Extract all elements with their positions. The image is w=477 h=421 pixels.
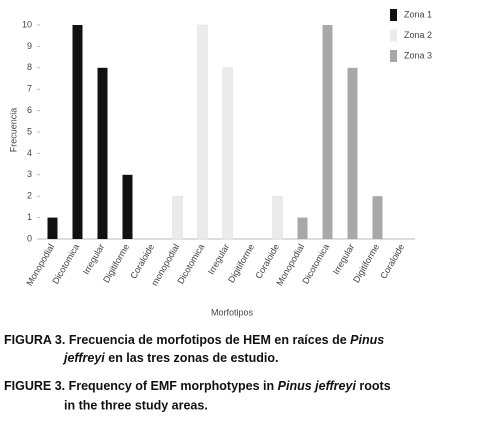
- legend-swatch: [390, 50, 397, 62]
- y-tick-label: 9: [27, 41, 32, 51]
- caption-text: Pinus: [350, 333, 384, 347]
- y-tick-label: 4: [27, 148, 32, 158]
- y-tick-label: 0: [27, 233, 32, 243]
- y-tick-label: 10: [22, 19, 32, 29]
- caption-en-2: in the three study areas.: [64, 398, 208, 412]
- caption-es: FIGURA 3. Frecuencia de morfotipos de HE…: [4, 333, 384, 347]
- x-tick-label: Coraloide: [378, 242, 406, 280]
- x-tick-label: Irregular: [81, 242, 106, 276]
- caption-en: FIGURE 3. Frequency of EMF morphotypes i…: [4, 379, 391, 393]
- y-tick-label: 2: [27, 191, 32, 201]
- bar: [72, 25, 83, 239]
- x-axis-label: Morfotipos: [211, 307, 254, 317]
- caption-text: jeffreyi: [62, 351, 105, 365]
- caption-text: Pinus jeffreyi: [278, 379, 357, 393]
- legend-swatch: [390, 29, 397, 42]
- bar: [97, 67, 108, 239]
- x-tick-label: Coraloide: [128, 242, 156, 280]
- bar: [47, 217, 58, 239]
- x-tick-label: Irregular: [206, 242, 231, 276]
- caption-es-2: jeffreyi en las tres zonas de estudio.: [62, 351, 278, 365]
- y-tick-label: 1: [27, 212, 32, 222]
- x-tick-label: Digitiforme: [351, 242, 381, 284]
- y-tick-label: 6: [27, 105, 32, 115]
- x-tick-label: Digitiforme: [226, 242, 256, 284]
- bar: [122, 174, 133, 239]
- x-tick-label: Coraloide: [253, 242, 281, 280]
- legend-label: Zona 1: [404, 9, 432, 19]
- legend-label: Zona 3: [404, 50, 432, 60]
- caption-text: FIGURE 3. Frequency of EMF morphotypes i…: [4, 379, 278, 393]
- legend-label: Zona 2: [404, 30, 432, 40]
- x-tick-label: Irregular: [331, 242, 356, 276]
- bar: [272, 195, 283, 240]
- caption-text: roots: [356, 379, 391, 393]
- y-axis-label: Frecuencia: [8, 108, 18, 153]
- bar: [197, 24, 208, 240]
- y-tick-label: 8: [27, 62, 32, 72]
- bar: [172, 195, 183, 240]
- legend-swatch: [390, 9, 397, 21]
- caption-text: FIGURA 3. Frecuencia de morfotipos de HE…: [4, 333, 350, 347]
- bar: [222, 67, 233, 240]
- y-tick-label: 7: [27, 84, 32, 94]
- bar: [372, 196, 383, 239]
- y-tick-label: 5: [27, 126, 32, 136]
- x-tick-label: Digitiforme: [101, 242, 131, 284]
- y-tick-label: 3: [27, 169, 32, 179]
- caption-text: en las tres zonas de estudio.: [105, 351, 279, 365]
- bar: [322, 25, 333, 239]
- bar: [297, 217, 308, 239]
- bar: [347, 67, 358, 239]
